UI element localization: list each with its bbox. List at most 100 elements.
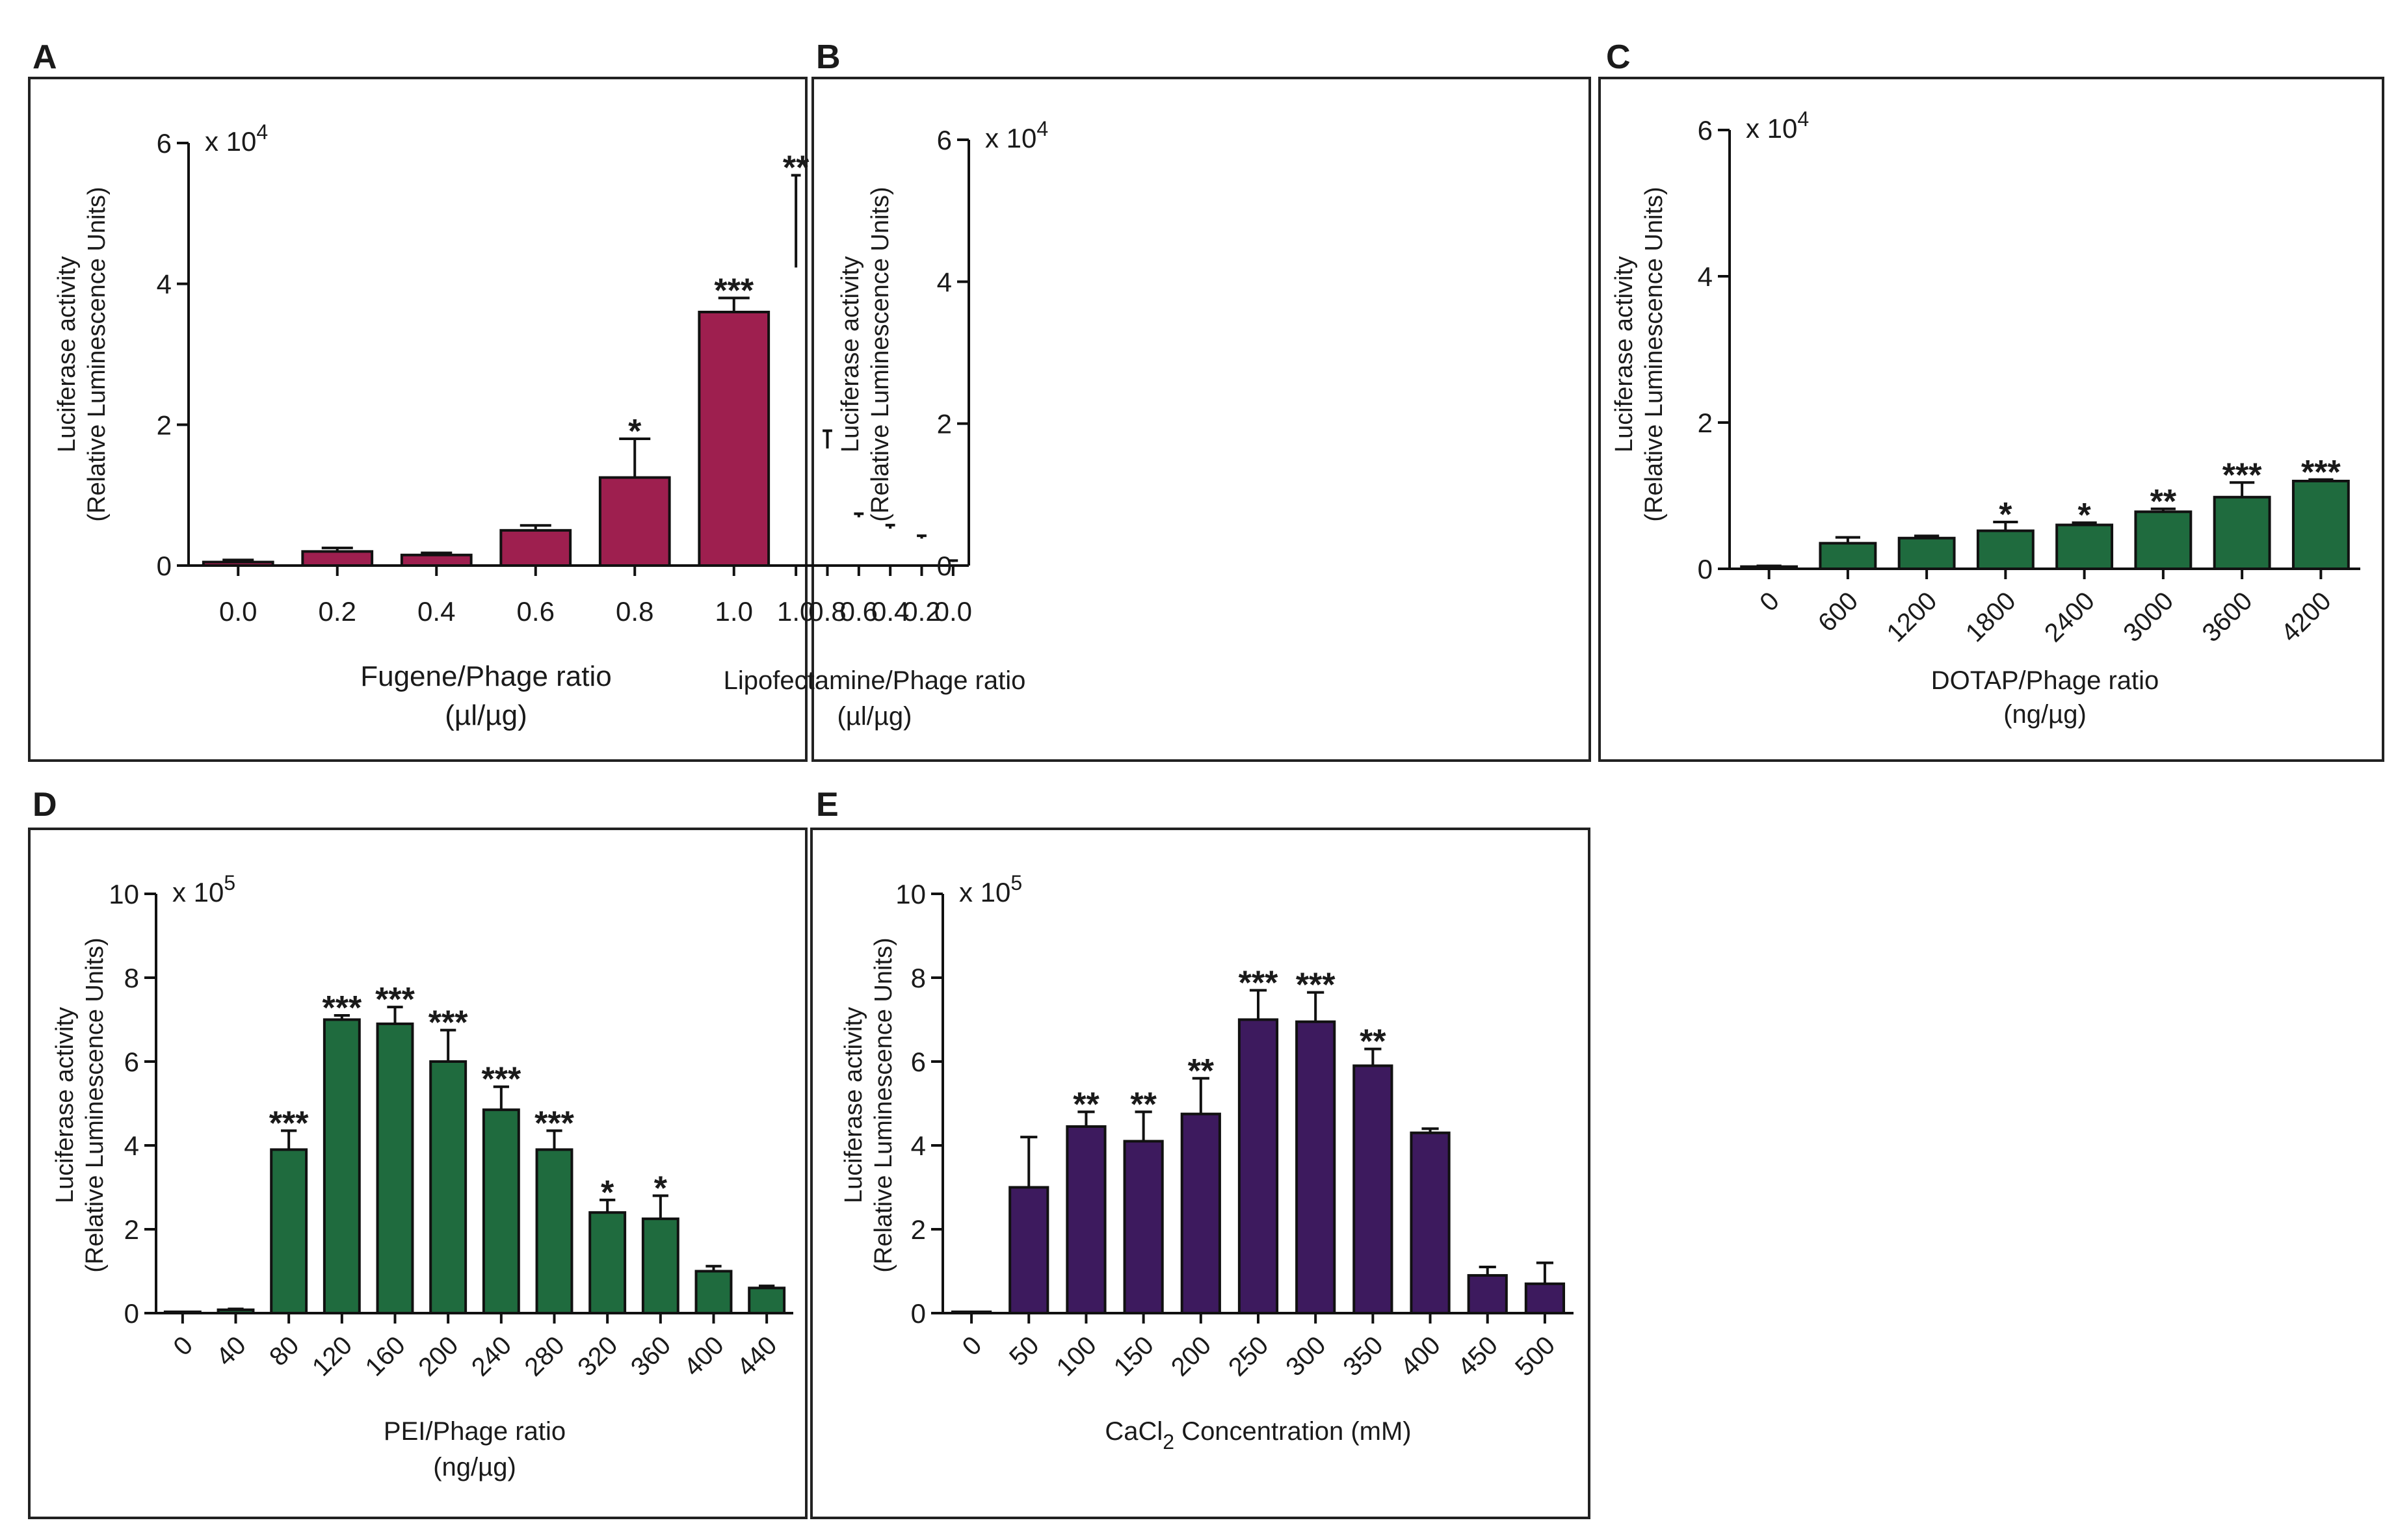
significance-label: *** xyxy=(375,981,415,1019)
bar xyxy=(202,560,274,567)
y-tick-label: 6 xyxy=(124,1047,139,1077)
x-tick-label: 200 xyxy=(413,1331,464,1381)
x-tick-label: 100 xyxy=(1051,1331,1102,1381)
significance-label: * xyxy=(1999,496,2012,534)
significance-label: ** xyxy=(783,150,810,187)
y-tick-label: 2 xyxy=(1698,408,1713,438)
y-axis-title: Luciferase activity (Relative Luminescenc… xyxy=(53,187,111,521)
significance-label: *** xyxy=(1296,967,1336,1004)
panel-letter: C xyxy=(1606,38,1631,76)
y-tick-label: 0 xyxy=(937,551,952,581)
bar xyxy=(2291,480,2350,570)
bar xyxy=(163,1311,202,1314)
bar xyxy=(1740,565,1798,570)
y-tick-label: 10 xyxy=(895,879,926,909)
bar xyxy=(1123,1140,1164,1315)
y-axis-title: Luciferase activity (Relative Luminescenc… xyxy=(837,187,894,521)
significance-label: * xyxy=(654,1169,668,1207)
significance-label: * xyxy=(2078,497,2092,534)
y-tick-label: 4 xyxy=(124,1130,139,1161)
x-tick-label: 0.2 xyxy=(319,596,356,627)
x-tick-label: 1200 xyxy=(1881,586,1942,647)
panel-e: E 0 2 4 6 8 10 x 105 Luciferase activity (Relativ… xyxy=(810,786,1590,1519)
x-tick-label: 250 xyxy=(1223,1331,1274,1381)
panel-letter: A xyxy=(33,38,57,76)
y-axis-title: Luciferase activity (Relative Luminescenc… xyxy=(1611,187,1668,521)
significance-label: *** xyxy=(2301,454,2341,491)
y-tick-label: 4 xyxy=(911,1130,926,1161)
bar xyxy=(1410,1131,1451,1315)
bar xyxy=(499,529,572,567)
significance-label: ** xyxy=(1073,1086,1100,1123)
bar xyxy=(1066,1125,1107,1314)
y-tick-label: 6 xyxy=(157,128,172,159)
x-tick-label: 2400 xyxy=(2039,586,2100,647)
bar xyxy=(1897,536,1956,570)
x-tick-label: 50 xyxy=(1004,1331,1045,1372)
x-axis-title: Fugene/Phage ratio xyxy=(360,660,612,692)
x-tick-label: 240 xyxy=(466,1331,517,1381)
x-tick-label: 150 xyxy=(1109,1331,1159,1381)
y-tick-label: 4 xyxy=(157,269,172,300)
x-axis-title: Lipofectamine/Phage ratio xyxy=(724,666,1026,695)
bar xyxy=(376,1022,414,1314)
x-tick-label: 0.6 xyxy=(517,596,555,627)
y-tick-label: 2 xyxy=(937,409,952,439)
panel-a: A 0 2 4 6 x 104 Luciferase activity (Relative L… xyxy=(28,38,808,762)
x-tick-label: 500 xyxy=(1510,1331,1561,1381)
bar xyxy=(748,1286,786,1315)
bar xyxy=(323,1018,361,1314)
significance-label: * xyxy=(601,1174,614,1212)
significance-label: * xyxy=(628,413,642,450)
bar xyxy=(1352,1064,1393,1314)
x-tick-label: 1.0 xyxy=(715,596,753,627)
x-tick-label: 400 xyxy=(1395,1331,1446,1381)
bar xyxy=(482,1108,520,1315)
x-axis-subtitle: (ng/µg) xyxy=(433,1453,516,1481)
x-tick-label: 3000 xyxy=(2118,586,2179,647)
bar xyxy=(400,553,473,567)
y-tick-label: 2 xyxy=(911,1214,926,1245)
panel-letter: E xyxy=(816,786,839,824)
x-tick-label: 3600 xyxy=(2196,586,2258,647)
x-tick-label: 0.8 xyxy=(808,596,846,627)
significance-label: *** xyxy=(322,989,362,1027)
panel-c: C 0 2 4 6 x 104 Luciferase activity (Relative L… xyxy=(1598,38,2384,762)
x-axis-subtitle: (µl/µg) xyxy=(445,699,527,731)
panel-frame xyxy=(28,77,808,762)
bar xyxy=(1237,1018,1279,1314)
y-axis-title: Luciferase activity (Relative Luminescenc… xyxy=(840,937,897,1272)
y-tick-label: 2 xyxy=(124,1214,139,1245)
significance-label: *** xyxy=(714,272,754,309)
panel-frame xyxy=(810,828,1590,1519)
y-tick-label: 6 xyxy=(911,1047,926,1077)
bar xyxy=(1819,542,1877,570)
bar xyxy=(1524,1282,1566,1314)
y-multiplier: x 105 xyxy=(959,871,1022,907)
x-tick-label: 300 xyxy=(1280,1331,1331,1381)
bar xyxy=(698,311,771,567)
x-tick-label: 80 xyxy=(264,1331,305,1372)
panel-frame xyxy=(811,77,1591,762)
x-tick-label: 4200 xyxy=(2276,586,2337,647)
y-tick-label: 8 xyxy=(911,963,926,993)
x-tick-label: 450 xyxy=(1453,1331,1503,1381)
significance-label: *** xyxy=(534,1104,574,1142)
x-axis-title: DOTAP/Phage ratio xyxy=(1931,666,2159,695)
x-axis-title: PEI/Phage ratio xyxy=(384,1417,566,1446)
bar xyxy=(598,476,671,567)
bar xyxy=(2055,523,2114,570)
x-tick-label: 0.0 xyxy=(934,596,972,627)
x-tick-label: 1.0 xyxy=(777,596,815,627)
x-tick-label: 160 xyxy=(360,1331,411,1381)
x-tick-label: 350 xyxy=(1337,1331,1388,1381)
bar xyxy=(1295,1020,1336,1314)
y-tick-label: 2 xyxy=(157,410,172,440)
bar xyxy=(1976,529,2035,570)
significance-label: *** xyxy=(269,1104,309,1142)
bar xyxy=(951,1311,992,1314)
panel-d: D 0 2 4 6 8 10 x 105 Luciferase activity (Relativ… xyxy=(28,786,808,1519)
x-tick-label: 0.4 xyxy=(417,596,455,627)
panel-b: B 0 2 4 6 x 104 Luciferase activity (Relative L… xyxy=(724,38,1591,762)
